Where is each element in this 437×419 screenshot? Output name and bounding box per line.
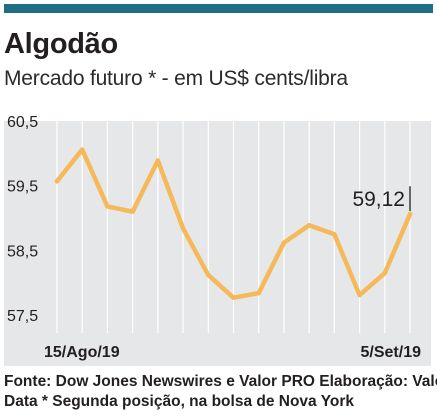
source-note: Fonte: Dow Jones Newswires e Valor PRO E… bbox=[4, 372, 437, 412]
annotation-layer: 59,12 bbox=[352, 186, 411, 212]
data-point bbox=[256, 290, 261, 296]
source-line-1: Fonte: Dow Jones Newswires e Valor PRO E… bbox=[4, 373, 437, 390]
data-point bbox=[231, 295, 236, 300]
y-tick-label: 57,5 bbox=[7, 308, 38, 325]
data-point bbox=[54, 179, 60, 184]
plot-area bbox=[4, 121, 431, 366]
data-point bbox=[382, 270, 387, 276]
y-tick-label: 59,5 bbox=[7, 179, 38, 196]
header-accent-bar bbox=[4, 4, 433, 13]
x-tick-labels: 15/Ago/19 5/Set/19 bbox=[44, 344, 421, 361]
chart-title: Algodão bbox=[4, 28, 118, 60]
data-point bbox=[281, 240, 287, 245]
data-point bbox=[130, 209, 135, 214]
y-tick-label: 58,5 bbox=[7, 243, 38, 260]
annotation-label: 59,12 bbox=[352, 188, 405, 211]
x-tick-label: 5/Set/19 bbox=[361, 344, 422, 361]
x-tick-label: 15/Ago/19 bbox=[44, 344, 120, 361]
data-point bbox=[357, 292, 362, 298]
data-point bbox=[155, 158, 161, 163]
data-point bbox=[306, 223, 312, 228]
data-point bbox=[180, 226, 186, 231]
source-line-2: Data * Segunda posição, na bolsa de Nova… bbox=[4, 393, 354, 410]
data-point bbox=[105, 204, 110, 209]
series-layer bbox=[54, 147, 413, 300]
data-point bbox=[80, 147, 85, 152]
y-tick-labels: 60,5 59,5 58,5 57,5 bbox=[7, 114, 38, 325]
data-point bbox=[407, 212, 413, 217]
chart-subtitle: Mercado futuro * - em US$ cents/libra bbox=[4, 67, 348, 90]
data-point bbox=[206, 272, 211, 278]
data-point bbox=[332, 232, 337, 237]
y-tick-label: 60,5 bbox=[7, 114, 38, 131]
